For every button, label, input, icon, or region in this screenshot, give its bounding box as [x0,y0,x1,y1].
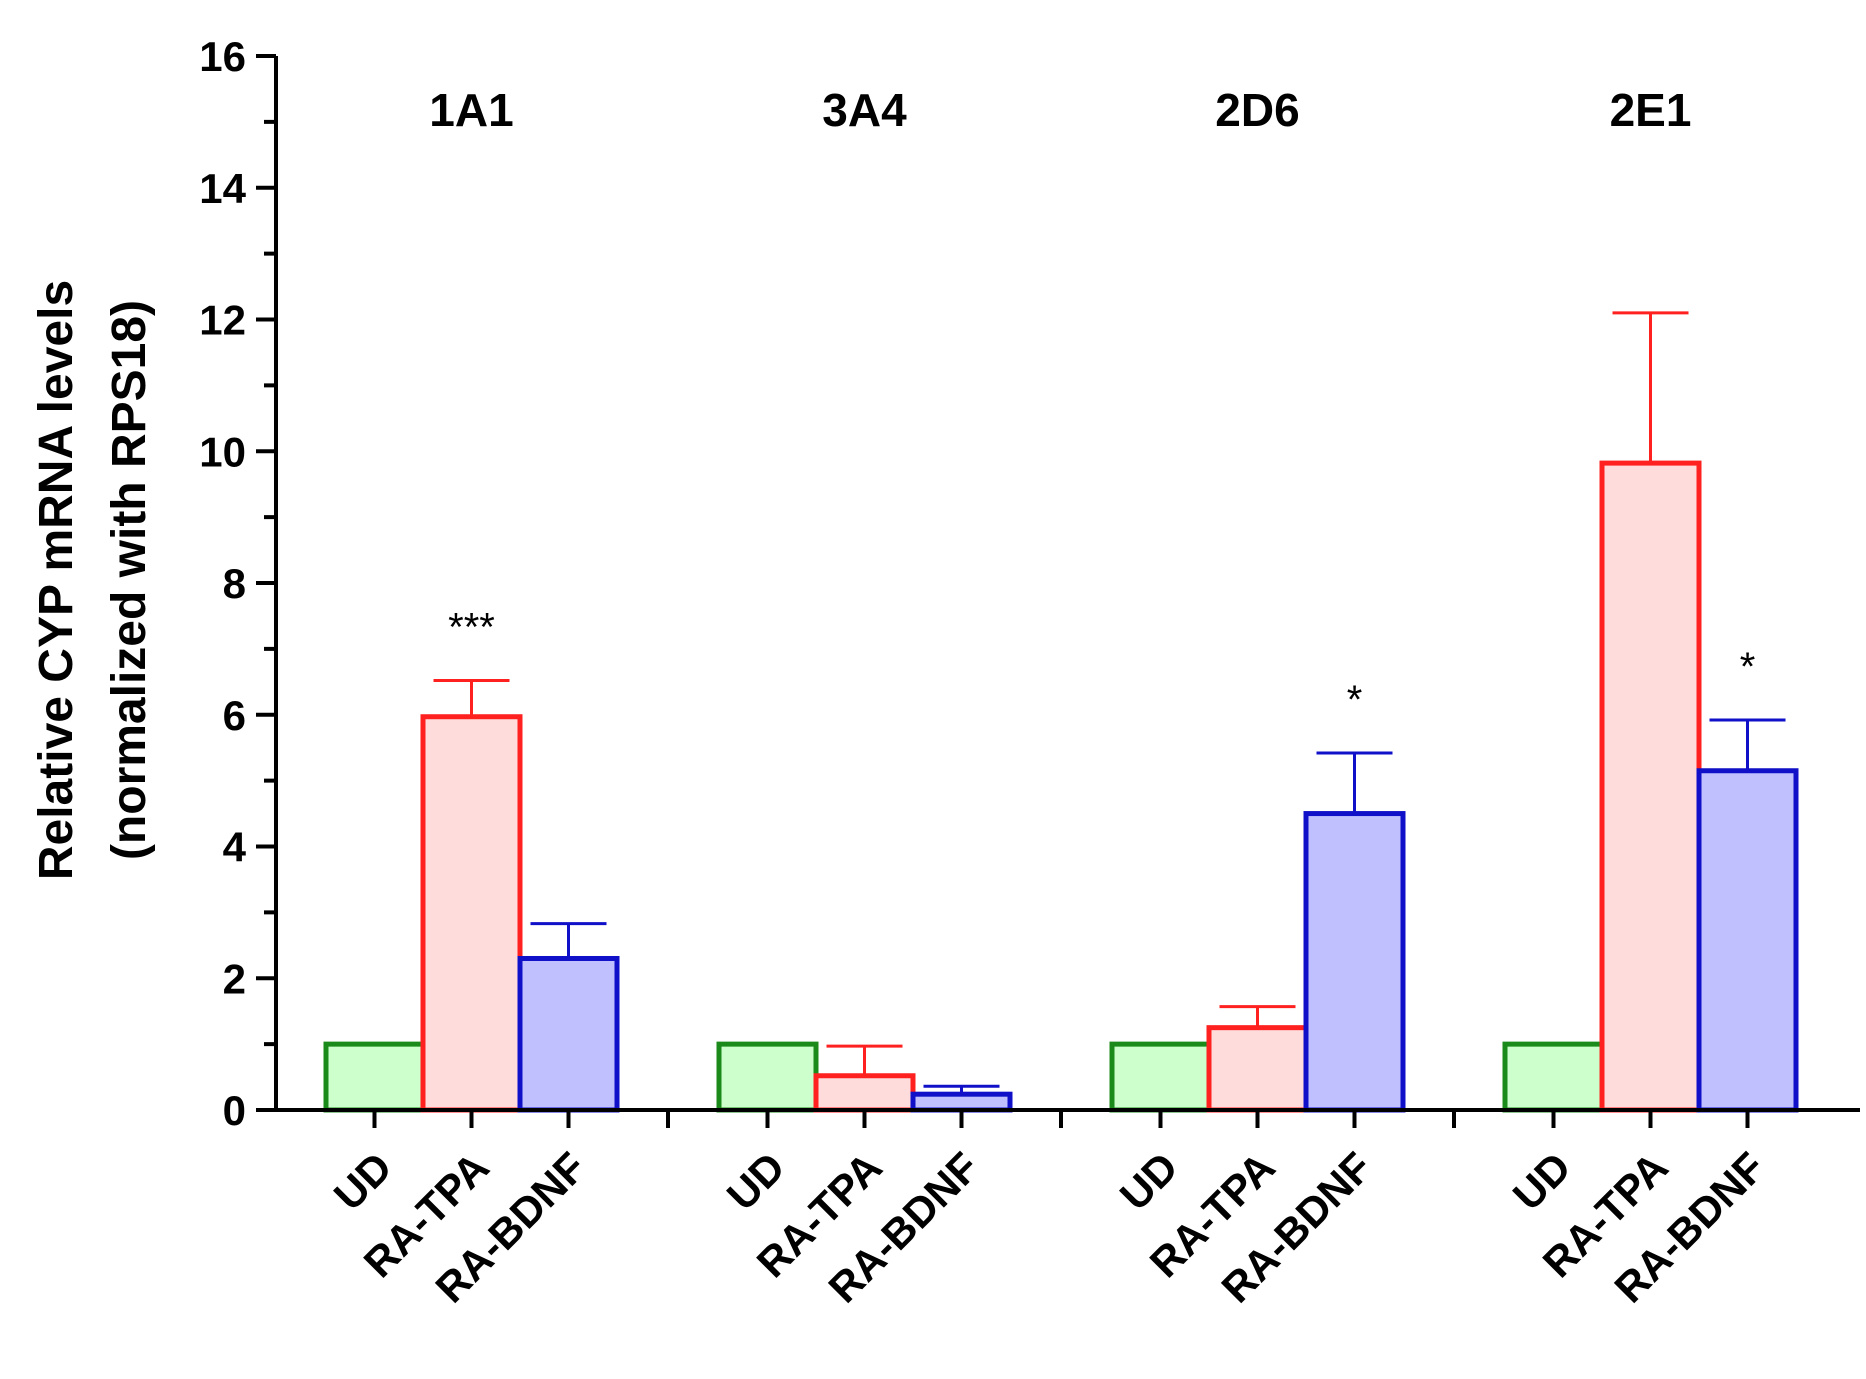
bar-2D6-RA-TPA [1206,1025,1309,1113]
bar-2E1-RA-TPA [1599,460,1702,1113]
y-tick-label-8: 8 [223,560,246,607]
y-axis-label-line2: (normalized with RPS18) [103,300,156,860]
axes-layer [256,54,1860,1128]
category-label-2E1-UD: UD [1504,1143,1580,1219]
bar-2D6-UD [1109,1041,1212,1113]
category-label-3A4-UD: UD [718,1143,794,1219]
category-label-2D6-UD: UD [1111,1143,1187,1219]
significance-2D6-RA-BDNF: * [1347,678,1363,722]
bar-1A1-UD [323,1041,426,1113]
significance-1A1-RA-TPA: *** [448,605,495,649]
group-label-2D6: 2D6 [1215,84,1299,136]
y-tick-label-2: 2 [223,955,246,1002]
bar-2E1-RA-BDNF [1696,768,1799,1113]
significance-2E1-RA-BDNF: * [1740,645,1756,689]
group-label-3A4: 3A4 [822,84,907,136]
y-tick-label-6: 6 [223,692,246,739]
bar-1A1-RA-BDNF [517,955,620,1113]
group-label-2E1: 2E1 [1610,84,1692,136]
y-tick-label-10: 10 [199,428,246,475]
y-tick-label-4: 4 [223,824,247,871]
bar-3A4-RA-TPA [813,1073,916,1113]
bar-3A4-UD [716,1041,819,1113]
y-tick-label-14: 14 [199,165,246,212]
category-label-1A1-UD: UD [325,1143,401,1219]
bar-2E1-UD [1502,1041,1605,1113]
y-tick-label-0: 0 [223,1087,246,1134]
y-axis-label-line1: Relative CYP mRNA levels [30,280,83,880]
bar-3A4-RA-BDNF [910,1091,1013,1113]
bar-2D6-RA-BDNF [1303,811,1406,1113]
bar-1A1-RA-TPA [420,714,523,1113]
y-tick-label-12: 12 [199,297,246,344]
y-tick-label-16: 16 [199,33,246,80]
bars-layer [323,311,1799,1113]
group-label-1A1: 1A1 [429,84,513,136]
labels-layer: Relative CYP mRNA levels (normalized wit… [30,33,1774,1312]
